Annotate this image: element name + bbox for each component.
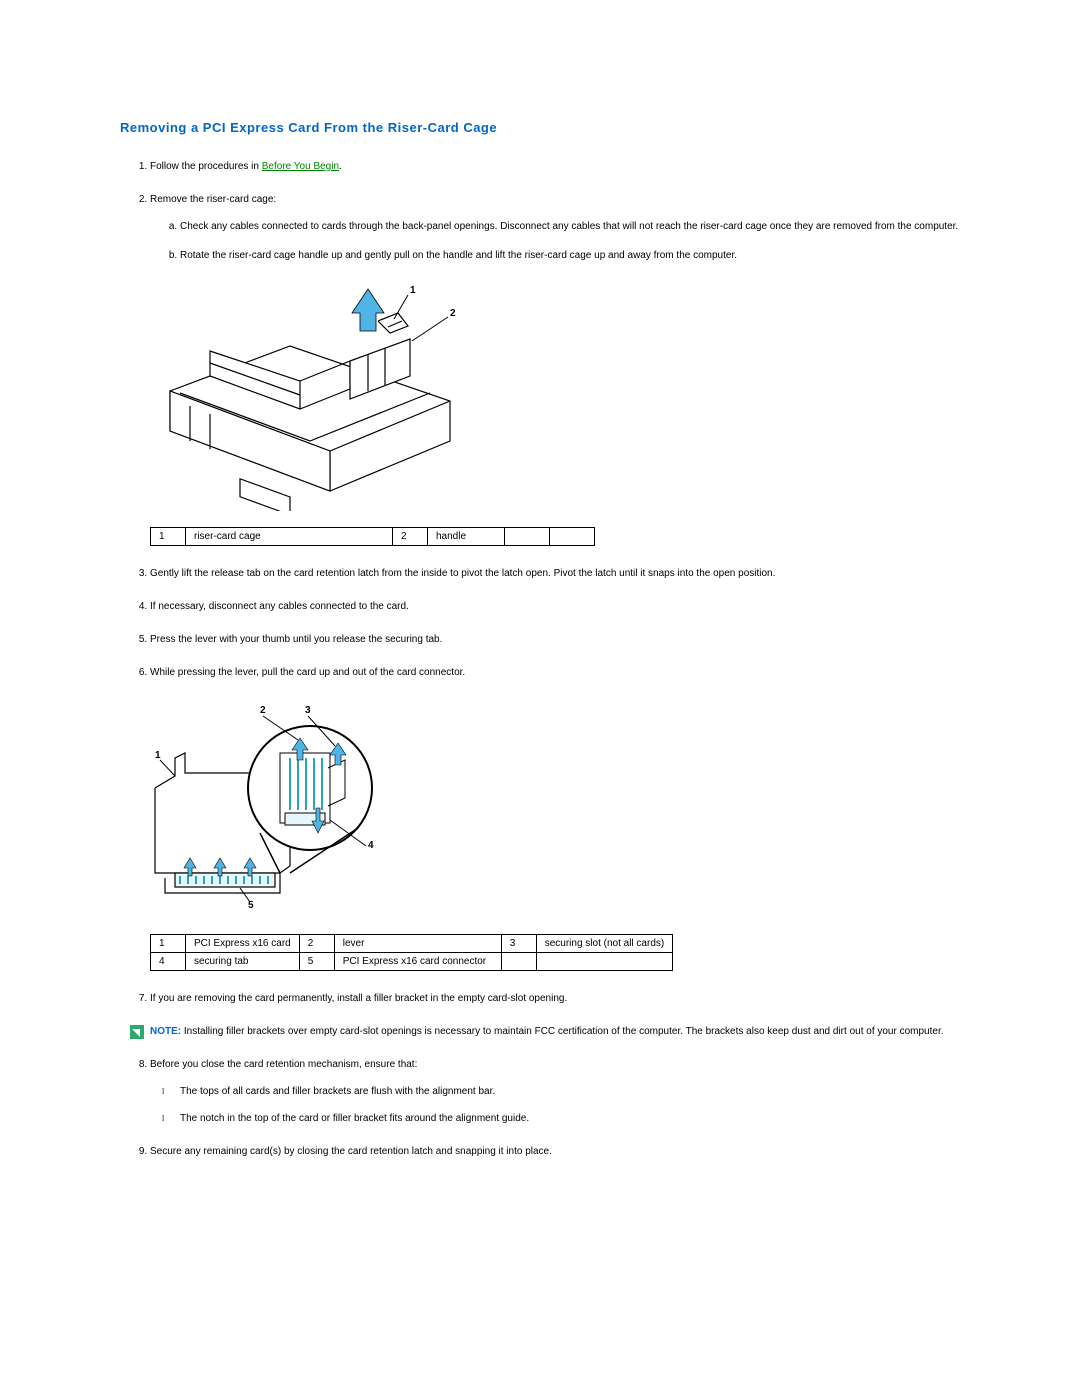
section-heading: Removing a PCI Express Card From the Ris… <box>120 120 960 135</box>
fig2-r1-t3: securing slot (not all cards) <box>536 935 673 953</box>
step-7: If you are removing the card permanently… <box>150 991 960 1006</box>
fig2-r2-empty-t <box>536 953 673 971</box>
svg-text:5: 5 <box>248 900 254 911</box>
fig1-empty-1 <box>505 528 550 546</box>
procedure-list-cont2: If you are removing the card permanently… <box>120 991 960 1006</box>
svg-text:1: 1 <box>410 285 416 296</box>
step-4: If necessary, disconnect any cables conn… <box>150 599 960 614</box>
svg-text:1: 1 <box>155 750 161 761</box>
note-block: NOTE: Installing filler brackets over em… <box>120 1024 960 1039</box>
figure-2: 1 2 3 4 5 <box>120 698 960 918</box>
fig1-num-2: 2 <box>393 528 428 546</box>
step-9: Secure any remaining card(s) by closing … <box>150 1144 960 1159</box>
fig2-r2-t2: PCI Express x16 card connector <box>334 953 501 971</box>
step-8-bullet-2: The notch in the top of the card or fill… <box>180 1111 960 1126</box>
arrow-up-icon <box>352 289 384 331</box>
svg-text:2: 2 <box>260 705 266 716</box>
figure-2-svg: 1 2 3 4 5 <box>150 698 380 918</box>
step-2-sublist: Check any cables connected to cards thro… <box>150 219 960 263</box>
fig2-r2-n1: 4 <box>151 953 186 971</box>
step-8-bullets: The tops of all cards and filler bracket… <box>150 1084 960 1126</box>
table-row: 1 PCI Express x16 card 2 lever 3 securin… <box>151 935 673 953</box>
step-3: Gently lift the release tab on the card … <box>150 566 960 581</box>
figure-1-svg: 1 2 <box>150 281 480 511</box>
fig2-r1-t2: lever <box>334 935 501 953</box>
step-8-text: Before you close the card retention mech… <box>150 1059 417 1070</box>
figure-1: 1 2 <box>120 281 960 511</box>
fig2-r2-n2: 5 <box>299 953 334 971</box>
step-8: Before you close the card retention mech… <box>150 1057 960 1126</box>
step-2b: Rotate the riser-card cage handle up and… <box>180 248 960 263</box>
document-page: Removing a PCI Express Card From the Ris… <box>0 0 1080 1277</box>
fig2-r2-empty-n <box>501 953 536 971</box>
step-1-text-post: . <box>339 161 342 172</box>
figure-1-label-table: 1 riser-card cage 2 handle <box>150 527 595 546</box>
fig2-r1-t1: PCI Express x16 card <box>186 935 300 953</box>
step-1: Follow the procedures in Before You Begi… <box>150 159 960 174</box>
step-2-text: Remove the riser-card cage: <box>150 194 276 205</box>
procedure-list-cont: Gently lift the release tab on the card … <box>120 566 960 680</box>
note-text: NOTE: Installing filler brackets over em… <box>150 1024 960 1039</box>
before-you-begin-link[interactable]: Before You Begin <box>262 161 339 172</box>
procedure-list: Follow the procedures in Before You Begi… <box>120 159 960 263</box>
fig2-r1-n3: 3 <box>501 935 536 953</box>
table-row: 1 riser-card cage 2 handle <box>151 528 595 546</box>
svg-text:3: 3 <box>305 705 311 716</box>
fig1-text-1: riser-card cage <box>186 528 393 546</box>
procedure-list-cont3: Before you close the card retention mech… <box>120 1057 960 1159</box>
step-8-bullet-1: The tops of all cards and filler bracket… <box>180 1084 960 1099</box>
fig2-r1-n2: 2 <box>299 935 334 953</box>
step-1-text-pre: Follow the procedures in <box>150 161 262 172</box>
fig2-r2-t1: securing tab <box>186 953 300 971</box>
svg-text:2: 2 <box>450 308 456 319</box>
step-2a: Check any cables connected to cards thro… <box>180 219 960 234</box>
fig1-empty-2 <box>550 528 595 546</box>
note-icon <box>130 1025 144 1039</box>
figure-1-callouts: 1 2 <box>394 285 456 341</box>
fig2-r1-n1: 1 <box>151 935 186 953</box>
fig1-num-1: 1 <box>151 528 186 546</box>
step-6: While pressing the lever, pull the card … <box>150 665 960 680</box>
figure-2-label-table: 1 PCI Express x16 card 2 lever 3 securin… <box>150 934 673 971</box>
table-row: 4 securing tab 5 PCI Express x16 card co… <box>151 953 673 971</box>
step-2: Remove the riser-card cage: Check any ca… <box>150 192 960 263</box>
fig1-text-2: handle <box>428 528 505 546</box>
svg-text:4: 4 <box>368 840 374 851</box>
note-body: Installing filler brackets over empty ca… <box>181 1026 943 1037</box>
note-label: NOTE: <box>150 1026 181 1037</box>
step-5: Press the lever with your thumb until yo… <box>150 632 960 647</box>
